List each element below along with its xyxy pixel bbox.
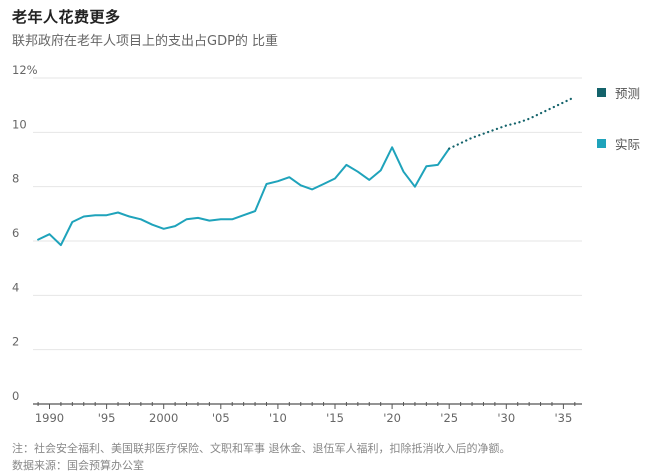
forecast-swatch-icon (597, 88, 606, 97)
y-tick-label: 2 (12, 335, 19, 349)
x-tick-label: 1990 (35, 411, 64, 425)
x-tick-label: '95 (98, 411, 116, 425)
x-tick-label: '15 (326, 411, 344, 425)
y-tick-label: 8 (12, 172, 19, 186)
legend-item-actual: 实际 (597, 134, 640, 153)
legend-label-actual: 实际 (615, 137, 641, 152)
y-tick-label: 10 (12, 117, 27, 131)
footnote: 注：社会安全福利、美国联邦医疗保险、文职和军事 退休金、退伍军人福利，扣除抵消收… (12, 442, 511, 455)
y-tick-label: 12% (12, 63, 38, 77)
x-axis: 1990 '95 2000 '05 '10 '15 '20 '25 '30 '35 (33, 402, 582, 425)
y-axis-labels: 0 2 4 6 8 10 12% (12, 63, 38, 403)
data-lines (37, 95, 576, 247)
gridlines (33, 77, 582, 351)
x-tick-label: '30 (497, 411, 515, 425)
actual-line (37, 146, 451, 247)
source-note: 数据来源：国会预算办公室 (12, 459, 144, 472)
chart-title: 老年人花费更多 (12, 8, 121, 26)
x-tick-label: '25 (440, 411, 458, 425)
x-tick-label: 2000 (149, 411, 178, 425)
x-tick-label: '05 (212, 411, 230, 425)
x-tick-label: '35 (555, 411, 573, 425)
x-tick-label: '20 (383, 411, 401, 425)
x-tick-label: '10 (269, 411, 287, 425)
y-tick-label: 6 (12, 226, 19, 240)
forecast-line (448, 95, 576, 150)
legend-label-forecast: 预测 (615, 86, 641, 101)
y-tick-label: 0 (12, 389, 19, 403)
legend-item-forecast: 预测 (597, 83, 640, 102)
chart-subtitle: 联邦政府在老年人项目上的支出占GDP的 比重 (12, 34, 279, 49)
actual-swatch-icon (597, 139, 606, 148)
y-tick-label: 4 (12, 280, 19, 294)
